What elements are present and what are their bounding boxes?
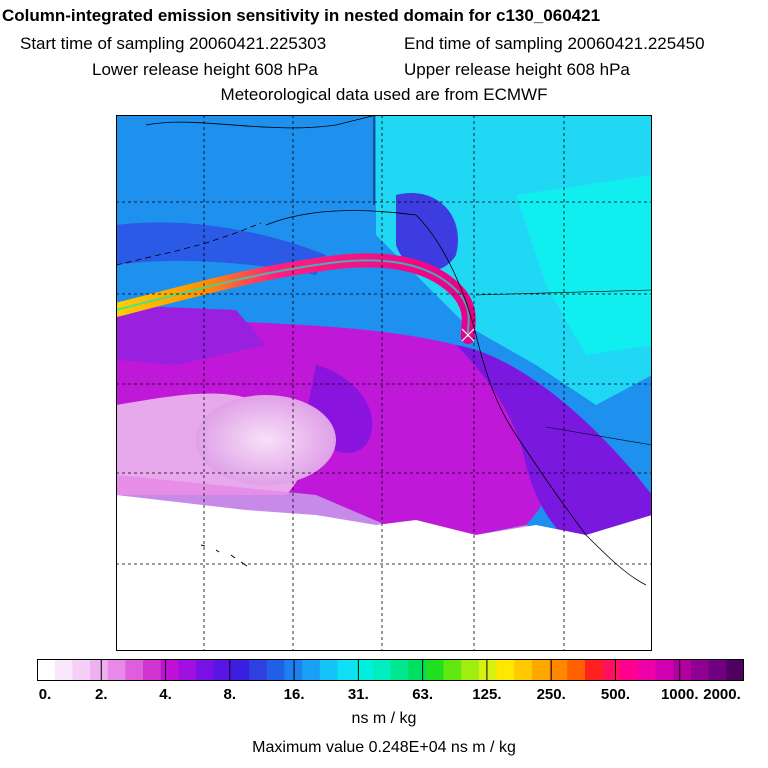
colorbar-tick-label: 63. bbox=[412, 686, 434, 703]
colorbar-swatch bbox=[690, 659, 710, 681]
colorbar-swatch bbox=[178, 659, 197, 681]
colorbar-swatch bbox=[249, 659, 268, 681]
colorbar-swatch bbox=[620, 659, 639, 681]
map-frame bbox=[116, 115, 652, 651]
colorbar-swatch bbox=[266, 659, 285, 681]
colorbar-tick-label: 4. bbox=[159, 686, 172, 703]
colorbar-swatch bbox=[655, 659, 674, 681]
coastline-alaska bbox=[145, 115, 647, 586]
colorbar-tick-label: 125. bbox=[472, 686, 502, 703]
colorbar-swatch bbox=[637, 659, 657, 681]
colorbar-swatch bbox=[443, 659, 462, 681]
map-title: Column-integrated emission sensitivity i… bbox=[2, 6, 601, 25]
colorbar-tick-label: 31. bbox=[347, 686, 369, 703]
violet-west bbox=[116, 305, 266, 365]
release-marker bbox=[461, 328, 475, 342]
aleutian-islands bbox=[116, 222, 262, 266]
max-value-text: Maximum value 0.248E+04 ns m / kg bbox=[252, 739, 516, 756]
us-border bbox=[475, 289, 652, 296]
colorbar-swatch bbox=[461, 659, 480, 681]
colorbar-swatch bbox=[196, 659, 215, 681]
colorbar-swatch bbox=[549, 659, 568, 681]
map-grid bbox=[116, 115, 652, 651]
colorbar-swatch bbox=[143, 659, 162, 681]
meteo-line: Meteorological data used are from ECMWF bbox=[220, 85, 548, 104]
colorbar-swatch bbox=[531, 659, 551, 681]
sensitivity-map bbox=[116, 115, 652, 651]
cyan-east-patch bbox=[516, 175, 652, 355]
colorbar-swatch bbox=[125, 659, 144, 681]
colorbar-swatch bbox=[319, 659, 338, 681]
colorbar-tick-label: 2000. bbox=[703, 686, 741, 703]
colorbar-swatch bbox=[72, 659, 91, 681]
sampling-start-text: Start time of sampling 20060421.225303 bbox=[20, 34, 327, 53]
colorbar-swatch bbox=[160, 659, 179, 681]
colorbar bbox=[37, 659, 744, 681]
pink-glow bbox=[196, 395, 336, 485]
map-panel bbox=[116, 115, 652, 651]
release-upper-text: Upper release height 608 hPa bbox=[404, 60, 630, 79]
empty-region bbox=[116, 495, 652, 651]
colorbar-swatch bbox=[213, 659, 232, 681]
dark-blue-strip bbox=[116, 222, 326, 275]
colorbar-tick-label: 2. bbox=[95, 686, 108, 703]
colorbar-swatch bbox=[302, 659, 321, 681]
colorbar-swatch bbox=[355, 659, 374, 681]
colorbar-tick-label: 500. bbox=[600, 686, 631, 703]
colorbar-swatch bbox=[673, 659, 692, 681]
colorbar-swatch bbox=[602, 659, 621, 681]
sampling-end-text: End time of sampling 20060421.225450 bbox=[404, 34, 705, 53]
colorbar-tick-label: 1000. bbox=[660, 686, 699, 703]
colorbar-swatch bbox=[107, 659, 126, 681]
colorbar-swatch bbox=[337, 659, 356, 681]
colorbar-swatch bbox=[408, 659, 427, 681]
colorbar-swatch bbox=[584, 659, 604, 681]
colorbar-swatch bbox=[567, 659, 586, 681]
colorbar-swatch bbox=[708, 659, 727, 681]
colorbar-swatch bbox=[54, 659, 73, 681]
colorbar-swatch bbox=[726, 659, 744, 681]
colorbar-tick-label: 16. bbox=[283, 686, 305, 703]
colorbar-swatch bbox=[390, 659, 409, 681]
release-lower-text: Lower release height 608 hPa bbox=[92, 60, 318, 79]
colorbar-frame bbox=[37, 659, 744, 681]
colorbar-swatch bbox=[478, 659, 498, 681]
colorbar-swatch bbox=[37, 659, 56, 681]
colorbar-swatch bbox=[90, 659, 109, 681]
trajectory-band-edge bbox=[116, 259, 470, 338]
colorbar-tick-label: 0. bbox=[38, 686, 52, 703]
colorbar-swatch bbox=[284, 659, 303, 681]
dark-blue-patch bbox=[396, 193, 458, 272]
eastern-violet bbox=[456, 345, 652, 555]
colorbar-swatch bbox=[231, 659, 250, 681]
hawaii-islands bbox=[200, 544, 248, 567]
colorbar-unit: ns m / kg bbox=[351, 710, 417, 727]
colorbar-tick-label: 8. bbox=[223, 686, 237, 703]
colorbar-swatch bbox=[514, 659, 533, 681]
colorbar-swatch bbox=[372, 659, 391, 681]
colorbar-swatch bbox=[496, 659, 515, 681]
colorbar-tick-label: 250. bbox=[536, 686, 566, 703]
colorbar-swatch bbox=[425, 659, 445, 681]
